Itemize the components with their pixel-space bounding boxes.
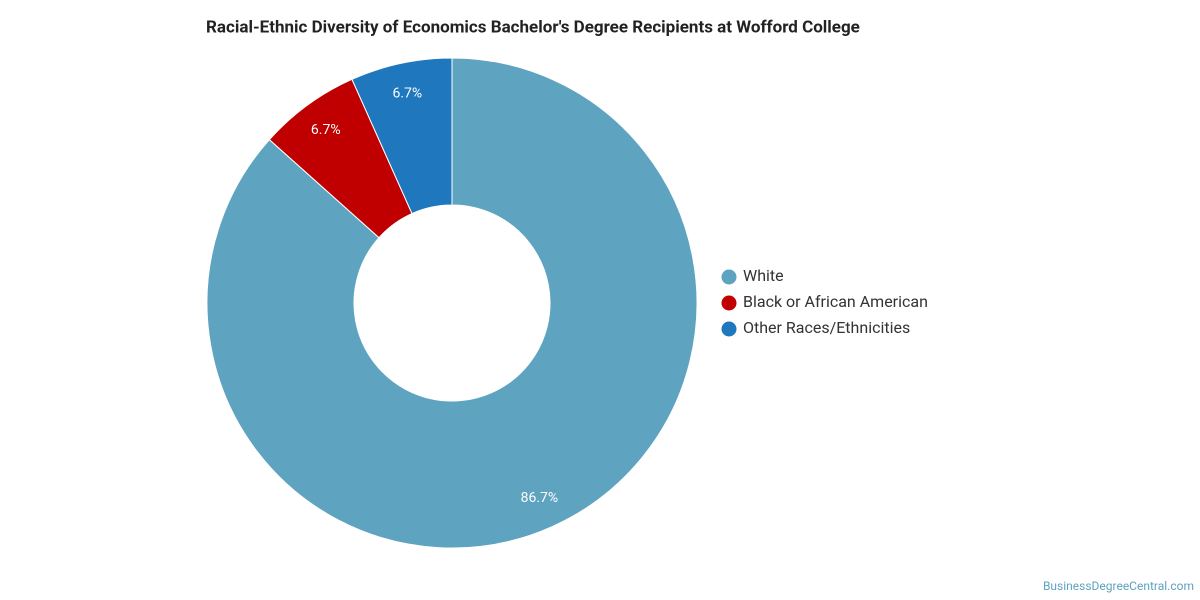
slice: [351, 57, 453, 215]
data-label: 86.7%: [521, 490, 559, 506]
data-label: 6.7%: [392, 85, 422, 101]
legend-label: White: [743, 266, 784, 285]
chart-title: Racial-Ethnic Diversity of Economics Bac…: [206, 17, 860, 37]
credit: BusinessDegreeCentral.com: [1043, 579, 1194, 593]
legend-swatch: [721, 295, 737, 311]
legend-label: Other Races/Ethnicities: [743, 318, 910, 337]
legend-label: Black or African American: [743, 292, 928, 311]
legend-swatch: [721, 321, 737, 337]
legend-swatch: [721, 269, 737, 285]
slice: [206, 57, 698, 549]
data-label: 6.7%: [311, 122, 341, 138]
